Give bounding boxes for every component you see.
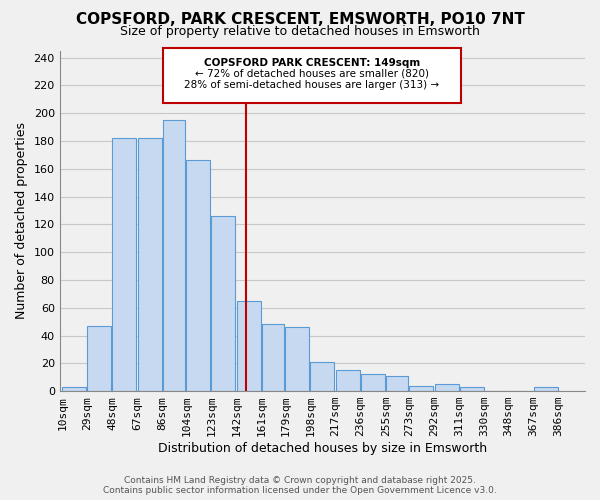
- Bar: [262, 324, 284, 391]
- Text: COPSFORD PARK CRESCENT: 149sqm: COPSFORD PARK CRESCENT: 149sqm: [203, 58, 420, 68]
- Bar: [236, 301, 260, 391]
- Text: COPSFORD, PARK CRESCENT, EMSWORTH, PO10 7NT: COPSFORD, PARK CRESCENT, EMSWORTH, PO10 …: [76, 12, 524, 28]
- Text: Size of property relative to detached houses in Emsworth: Size of property relative to detached ho…: [120, 25, 480, 38]
- Bar: [286, 327, 310, 391]
- Bar: [386, 376, 409, 391]
- Bar: [460, 387, 484, 391]
- FancyBboxPatch shape: [163, 48, 461, 104]
- Text: Contains HM Land Registry data © Crown copyright and database right 2025.: Contains HM Land Registry data © Crown c…: [124, 476, 476, 485]
- Text: 28% of semi-detached houses are larger (313) →: 28% of semi-detached houses are larger (…: [184, 80, 439, 90]
- Bar: [88, 326, 112, 391]
- Text: ← 72% of detached houses are smaller (820): ← 72% of detached houses are smaller (82…: [195, 68, 429, 78]
- Bar: [361, 374, 385, 391]
- Bar: [163, 120, 185, 391]
- Bar: [112, 138, 136, 391]
- X-axis label: Distribution of detached houses by size in Emsworth: Distribution of detached houses by size …: [158, 442, 487, 455]
- Bar: [62, 387, 86, 391]
- Bar: [335, 370, 359, 391]
- Bar: [310, 362, 334, 391]
- Bar: [187, 160, 211, 391]
- Bar: [533, 387, 557, 391]
- Y-axis label: Number of detached properties: Number of detached properties: [15, 122, 28, 320]
- Text: Contains public sector information licensed under the Open Government Licence v3: Contains public sector information licen…: [103, 486, 497, 495]
- Bar: [434, 384, 458, 391]
- Bar: [409, 386, 433, 391]
- Bar: [211, 216, 235, 391]
- Bar: [137, 138, 161, 391]
